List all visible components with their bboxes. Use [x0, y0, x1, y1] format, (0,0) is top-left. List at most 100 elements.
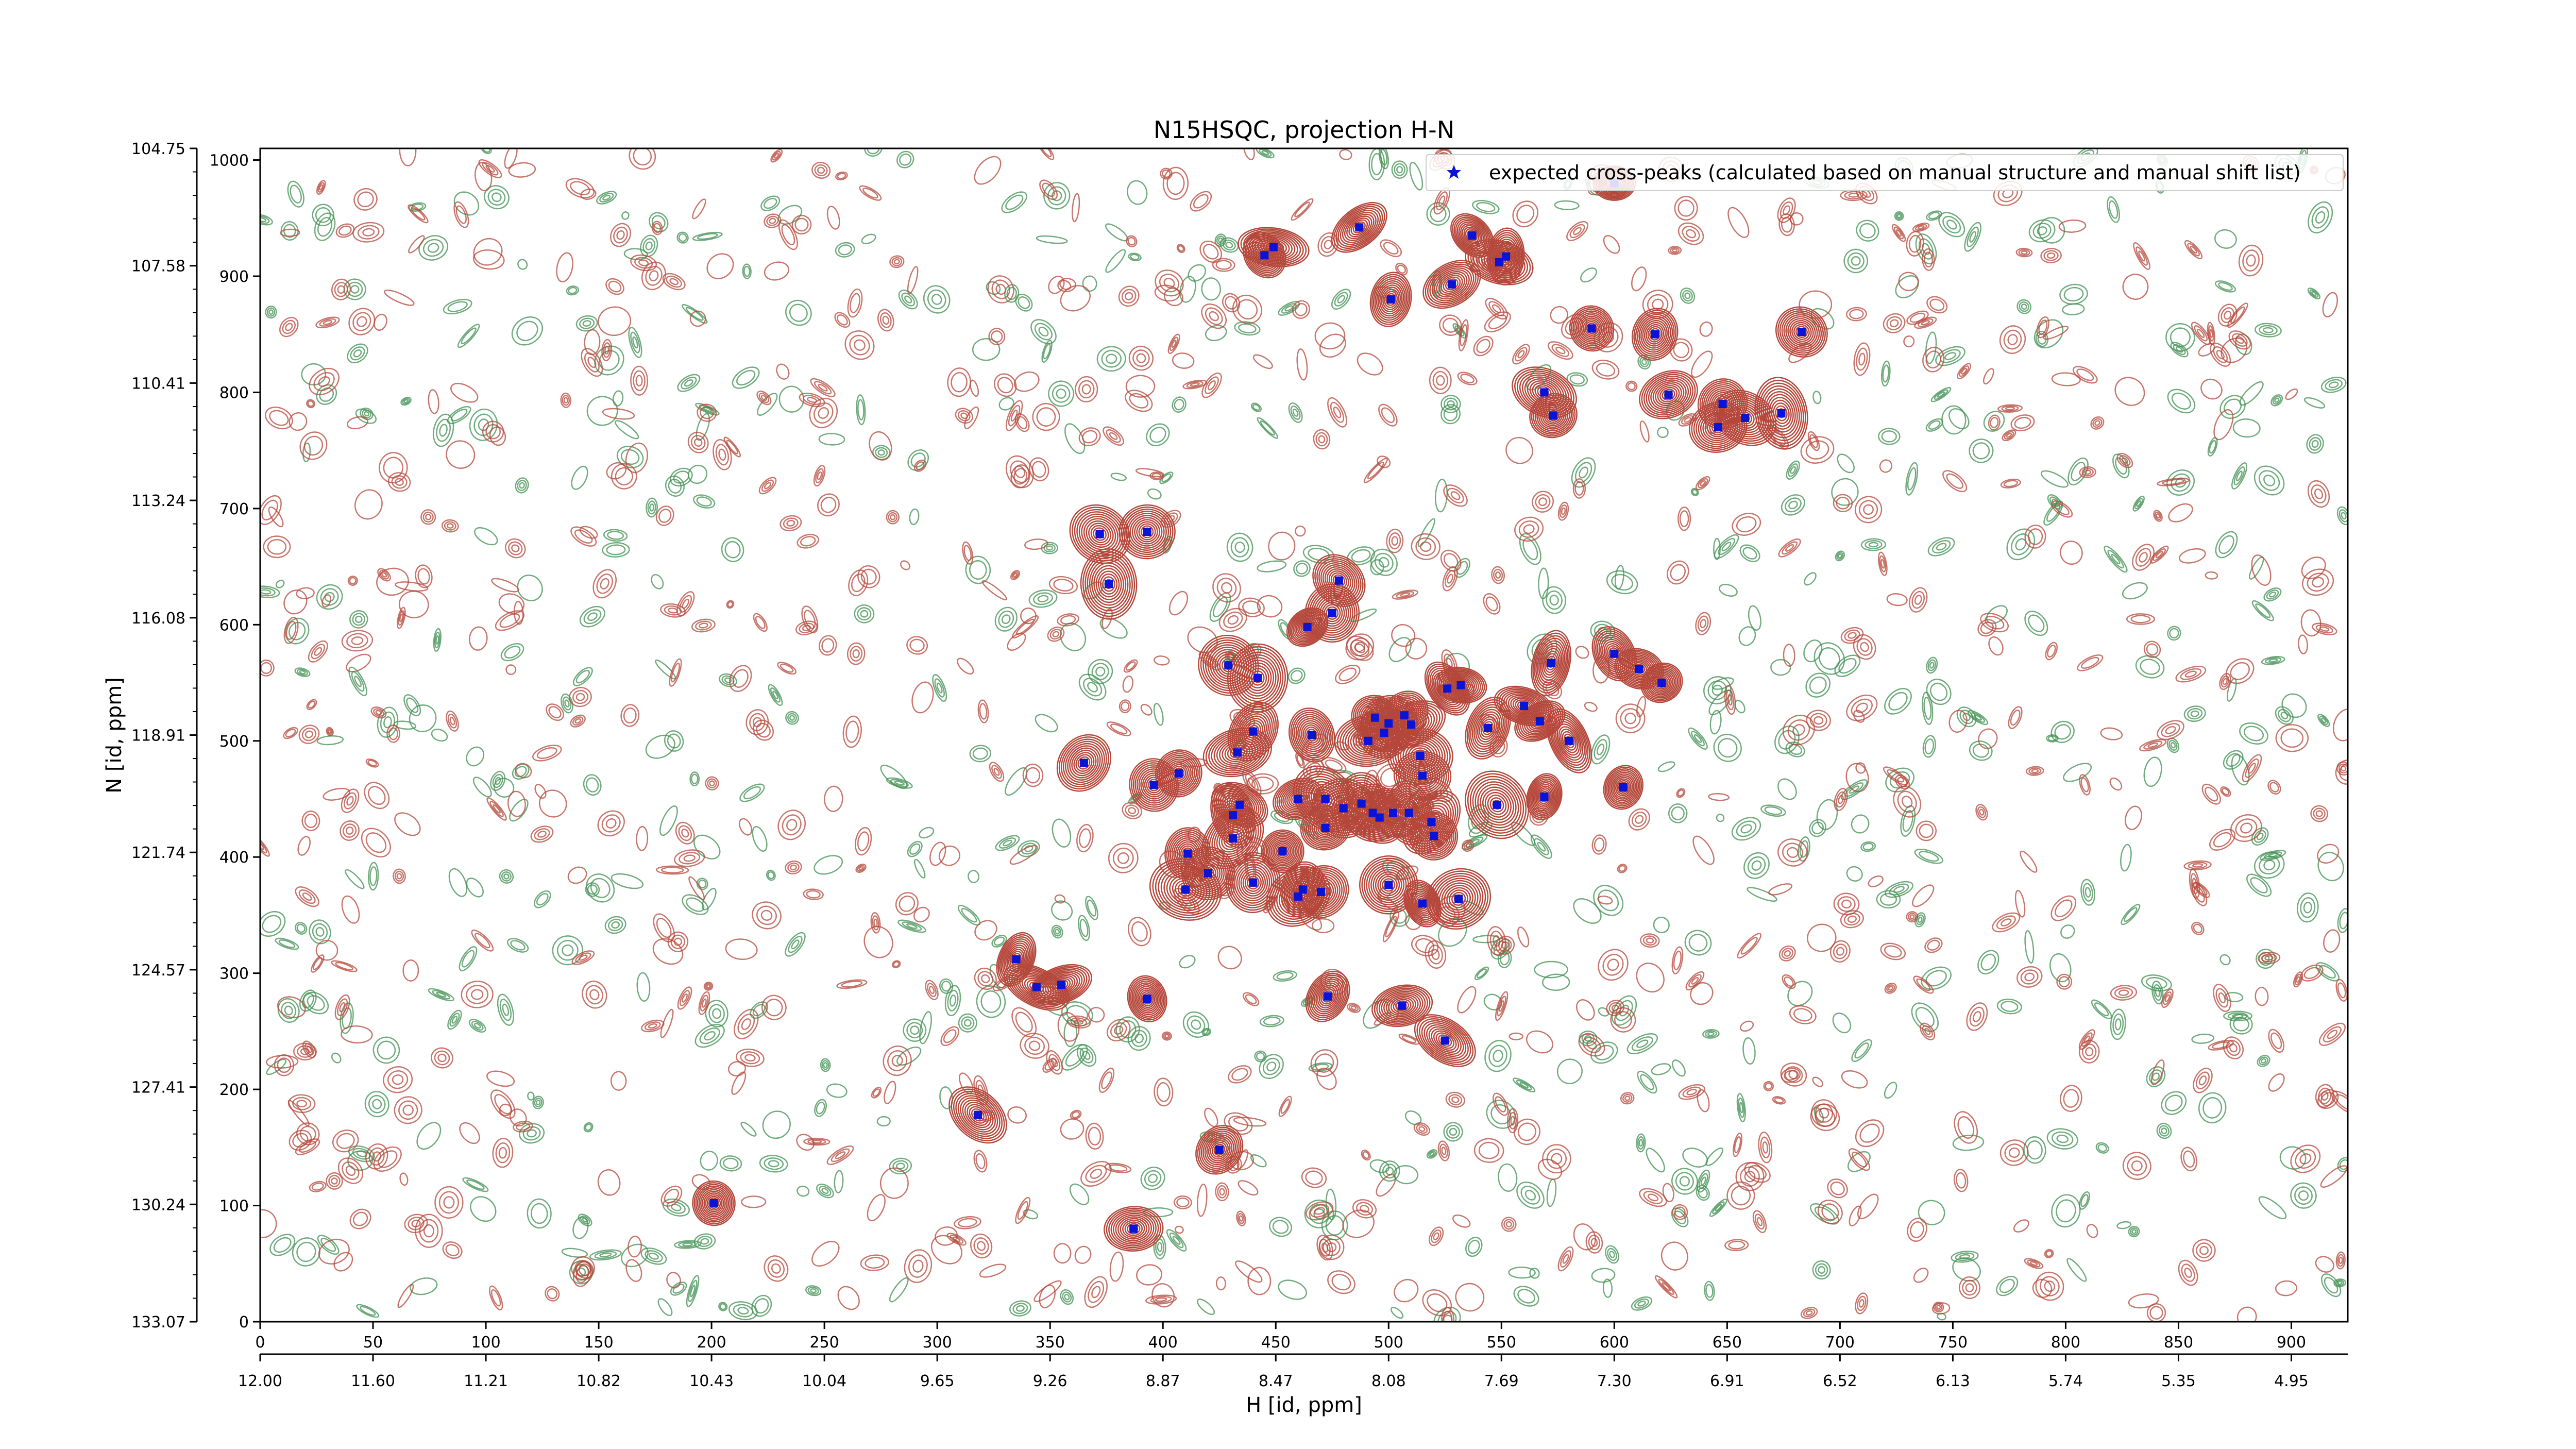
- negative-noise-contour: [2146, 977, 2167, 989]
- negative-noise-contour: [265, 305, 277, 319]
- negative-noise-contour: [688, 464, 708, 484]
- positive-noise-contour: [328, 1175, 341, 1187]
- cross-peak-point: [1235, 800, 1244, 809]
- negative-noise-contour: [1967, 710, 1989, 726]
- negative-noise-contour: [1696, 1185, 1710, 1201]
- negative-noise-contour: [995, 835, 1020, 851]
- negative-noise-contour: [1876, 890, 1901, 909]
- negative-noise-contour: [1832, 1012, 1852, 1034]
- negative-noise-contour: [1709, 710, 1722, 735]
- negative-noise-contour: [768, 684, 783, 706]
- negative-noise-contour: [1573, 898, 1602, 924]
- negative-noise-contour: [1734, 700, 1745, 714]
- negative-noise-contour: [503, 873, 510, 880]
- positive-noise-contour: [1145, 1294, 1177, 1305]
- negative-noise-contour: [1465, 1237, 1483, 1257]
- negative-noise-contour: [561, 693, 573, 714]
- negative-noise-contour: [260, 215, 270, 224]
- negative-noise-contour: [1922, 735, 1936, 758]
- negative-noise-contour: [1157, 1242, 1163, 1252]
- negative-noise-contour: [2037, 226, 2047, 235]
- negative-noise-contour: [1707, 1032, 1715, 1036]
- negative-noise-contour: [1382, 1164, 1397, 1178]
- negative-noise-contour: [1999, 1278, 2015, 1293]
- negative-noise-contour: [994, 606, 1018, 632]
- negative-noise-contour: [297, 668, 308, 676]
- negative-noise-contour: [2116, 1221, 2132, 1229]
- negative-noise-contour: [583, 774, 602, 796]
- negative-noise-contour: [1895, 212, 1903, 220]
- negative-noise-contour: [1671, 806, 1685, 820]
- negative-noise-contour: [1037, 595, 1049, 602]
- cross-peak-point: [1384, 719, 1393, 728]
- negative-noise-contour: [1714, 534, 1739, 559]
- negative-noise-contour: [2218, 535, 2234, 554]
- negative-noise-contour: [1174, 399, 1184, 411]
- negative-noise-contour: [2311, 206, 2329, 229]
- negative-noise-contour: [909, 508, 920, 525]
- negative-noise-contour: [2122, 582, 2148, 600]
- negative-noise-contour: [1666, 400, 1685, 421]
- negative-noise-contour: [473, 1022, 481, 1029]
- negative-noise-contour: [596, 191, 617, 205]
- negative-noise-contour: [457, 324, 480, 348]
- negative-noise-contour: [1702, 1029, 1720, 1039]
- negative-noise-contour: [816, 1184, 834, 1199]
- cross-peak-point: [1032, 983, 1041, 991]
- negative-noise-contour: [2128, 1225, 2140, 1238]
- negative-noise-contour: [932, 674, 947, 702]
- cross-peak-point: [1714, 423, 1722, 432]
- negative-noise-contour: [562, 944, 574, 956]
- negative-noise-contour: [500, 643, 524, 662]
- negative-noise-contour: [564, 699, 570, 707]
- negative-noise-contour: [2010, 533, 2031, 555]
- negative-noise-contour: [1234, 541, 1245, 553]
- negative-noise-contour: [295, 922, 308, 935]
- negative-noise-contour: [762, 1110, 791, 1139]
- negative-noise-contour: [1251, 402, 1262, 412]
- negative-noise-contour: [1594, 739, 1607, 760]
- negative-noise-contour: [1609, 1251, 1615, 1258]
- negative-noise-contour: [585, 1123, 592, 1131]
- negative-noise-contour: [904, 295, 912, 304]
- negative-noise-contour: [2110, 1008, 2126, 1040]
- negative-noise-contour: [2300, 897, 2316, 918]
- negative-noise-contour: [369, 866, 378, 886]
- negative-noise-contour: [2317, 714, 2330, 727]
- negative-noise-contour: [1046, 545, 1053, 551]
- y-index-tick-label: 200: [219, 1081, 249, 1099]
- negative-noise-contour: [1973, 714, 1982, 721]
- negative-noise-contour: [594, 1251, 617, 1259]
- negative-noise-contour: [586, 396, 618, 426]
- cross-peak-point: [1224, 661, 1233, 670]
- negative-noise-contour: [1259, 1054, 1284, 1079]
- cross-peak-point: [1057, 981, 1066, 989]
- negative-noise-contour: [1918, 916, 1923, 923]
- negative-noise-contour: [1148, 1173, 1158, 1183]
- negative-noise-contour: [1396, 165, 1403, 174]
- negative-noise-contour: [312, 923, 328, 941]
- negative-noise-contour: [2159, 1125, 2170, 1137]
- positive-noise-contour: [1851, 698, 1873, 717]
- negative-noise-contour: [1497, 949, 1512, 968]
- negative-noise-contour: [2261, 954, 2270, 963]
- negative-noise-contour: [1935, 346, 1965, 366]
- legend-label: expected cross-peaks (calculated based o…: [1489, 161, 2301, 184]
- negative-noise-contour: [2246, 873, 2272, 897]
- negative-noise-contour: [1688, 727, 1708, 750]
- negative-noise-contour: [406, 697, 419, 713]
- negative-noise-contour: [667, 733, 681, 749]
- negative-noise-contour: [2272, 396, 2281, 405]
- y-index-tick-label: 800: [219, 384, 249, 402]
- negative-noise-contour: [1634, 1298, 1649, 1309]
- negative-noise-contour: [864, 148, 883, 157]
- cross-peak-point: [1447, 280, 1456, 289]
- positive-noise-contour: [2013, 1219, 2029, 1233]
- negative-noise-contour: [785, 932, 806, 957]
- positive-noise-contour: [397, 1284, 414, 1308]
- positive-noise-contour: [1670, 564, 1686, 581]
- positive-noise-contour: [1920, 1022, 1936, 1040]
- positive-noise-contour: [335, 223, 355, 238]
- negative-noise-contour: [1095, 666, 1106, 677]
- negative-noise-contour: [1928, 420, 1941, 430]
